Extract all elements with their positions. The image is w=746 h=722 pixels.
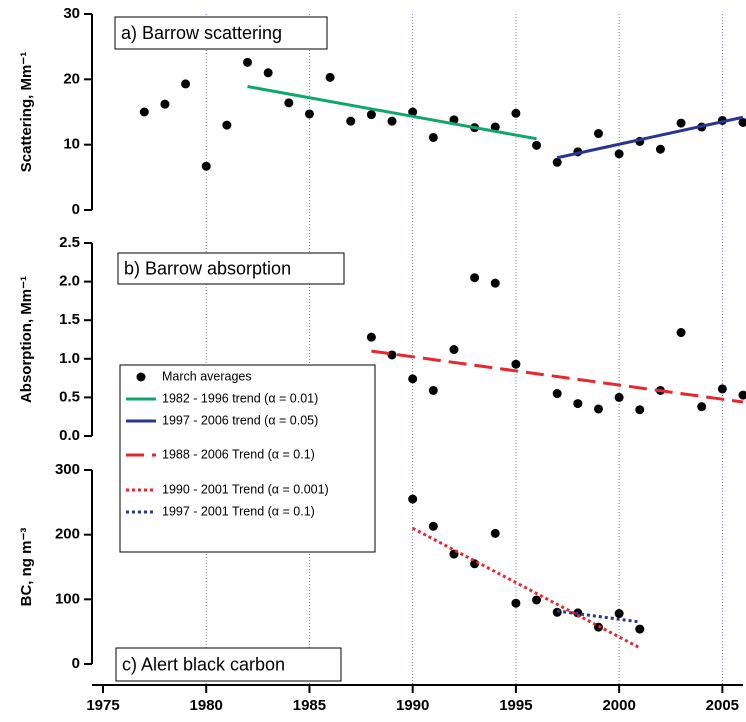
legend-label: 1990 - 2001 Trend (α = 0.001) <box>162 482 329 496</box>
data-point <box>284 98 294 108</box>
data-point <box>490 122 500 132</box>
y-tick-label: 0 <box>72 201 80 218</box>
data-point <box>593 129 603 139</box>
data-point <box>614 392 624 402</box>
y-tick-label: 0 <box>72 655 80 672</box>
data-point <box>428 132 438 142</box>
y-tick-label: 2.0 <box>59 273 80 290</box>
y-axis-label: Absorption, Mm⁻¹ <box>18 276 35 403</box>
data-point <box>408 107 418 117</box>
panel-title: b) Barrow absorption <box>124 258 291 278</box>
title-box <box>117 252 345 285</box>
data-point <box>346 116 356 126</box>
legend-label: 1997 - 2006 trend (α = 0.05) <box>162 413 318 427</box>
data-point <box>449 345 459 355</box>
data-point <box>614 609 624 619</box>
data-point <box>697 402 707 412</box>
y-tick-label: 10 <box>63 136 80 153</box>
data-point <box>490 528 500 538</box>
data-point <box>511 108 521 118</box>
x-tick-label: 2005 <box>706 697 739 714</box>
data-point <box>655 144 665 154</box>
legend-box <box>119 364 376 553</box>
data-point <box>428 521 438 531</box>
trend-line <box>556 609 640 624</box>
x-tick-label: 1975 <box>86 697 119 714</box>
y-tick-label: 1.5 <box>59 311 80 328</box>
data-point <box>428 385 438 395</box>
y-tick-label: 300 <box>55 461 80 478</box>
data-point <box>366 110 376 120</box>
data-point <box>573 399 583 409</box>
x-tick-label: 1995 <box>499 697 532 714</box>
x-tick-label: 2000 <box>602 697 635 714</box>
data-point <box>614 149 624 159</box>
trend-line <box>371 349 744 404</box>
y-axis-label: Scattering, Mm⁻¹ <box>18 52 35 172</box>
data-point <box>263 68 273 78</box>
data-point <box>408 494 418 504</box>
data-point <box>366 332 376 342</box>
legend-label: 1988 - 2006 Trend (α = 0.1) <box>162 447 315 461</box>
data-point <box>717 384 727 394</box>
data-point <box>532 140 542 150</box>
y-tick-label: 0.5 <box>59 388 80 405</box>
data-point <box>511 359 521 369</box>
data-point <box>160 99 170 109</box>
panel-title: c) Alert black carbon <box>122 654 285 674</box>
data-point <box>325 72 335 82</box>
y-tick-label: 1.0 <box>59 350 80 367</box>
data-point <box>511 598 521 608</box>
x-tick-label: 1985 <box>293 697 326 714</box>
data-point <box>387 350 397 360</box>
data-point <box>387 116 397 126</box>
y-tick-label: 30 <box>63 5 80 22</box>
trend-line <box>556 115 744 160</box>
trend-line <box>411 526 641 650</box>
data-point <box>139 107 149 117</box>
data-point <box>635 624 645 634</box>
data-point <box>552 157 562 167</box>
y-tick-label: 200 <box>55 526 80 543</box>
data-point <box>738 390 746 400</box>
data-point <box>676 118 686 128</box>
data-point <box>243 57 253 67</box>
data-point <box>201 161 211 171</box>
data-point <box>552 389 562 399</box>
panel-title: a) Barrow scattering <box>121 23 282 43</box>
data-point <box>738 117 746 127</box>
title-box <box>114 16 328 50</box>
y-tick-label: 100 <box>55 590 80 607</box>
y-tick-label: 20 <box>63 70 80 87</box>
data-point <box>635 405 645 415</box>
x-tick-label: 1990 <box>396 697 429 714</box>
title-box <box>115 647 342 682</box>
data-point <box>470 273 480 283</box>
y-tick-label: 0.0 <box>59 427 80 444</box>
data-point <box>676 328 686 338</box>
data-point <box>490 278 500 288</box>
data-point <box>593 404 603 414</box>
legend-label: 1997 - 2001 Trend (α = 0.1) <box>162 504 315 518</box>
data-point <box>304 109 314 119</box>
legend-marker <box>136 372 146 382</box>
trend-line <box>247 85 537 141</box>
legend-label: March averages <box>162 369 252 383</box>
data-point <box>532 595 542 605</box>
y-tick-label: 2.5 <box>59 234 80 251</box>
data-point <box>408 374 418 384</box>
x-tick-label: 1980 <box>190 697 223 714</box>
data-point <box>181 79 191 89</box>
data-point <box>222 120 232 130</box>
y-axis-label: BC, ng m⁻³ <box>18 528 35 607</box>
legend-label: 1982 - 1996 trend (α = 0.01) <box>162 391 318 405</box>
